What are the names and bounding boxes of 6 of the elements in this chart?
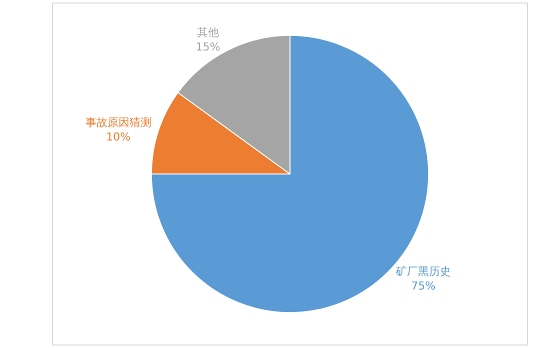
data-label: 15% [196, 40, 220, 54]
slice-label: 事故原因猜测 [85, 116, 152, 130]
data-label: 10% [106, 130, 131, 144]
data-label: 75% [411, 279, 436, 292]
slice-label: 其他 [197, 26, 220, 40]
slice-label: 矿厂黑历史 [394, 265, 451, 278]
